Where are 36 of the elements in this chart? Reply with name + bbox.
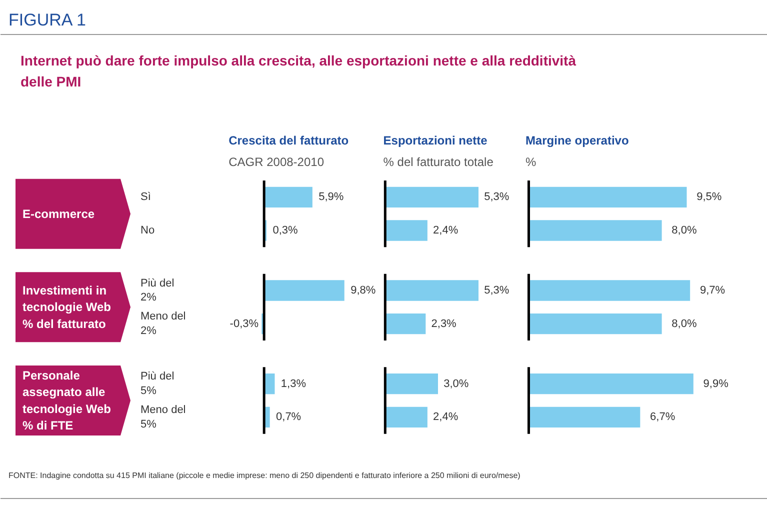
data-label: 5,3% xyxy=(484,191,510,204)
chart-subtitle: % xyxy=(525,155,536,170)
chart-title: Esportazioni nette xyxy=(383,134,488,148)
y-tick-label: Meno del 5% xyxy=(140,404,186,430)
data-label: 8,0% xyxy=(672,318,697,330)
y-tick-label: Meno del 2% xyxy=(140,310,186,338)
data-label: -0,3% xyxy=(230,318,259,330)
data-label: 2,3% xyxy=(431,318,457,330)
data-label: 0,7% xyxy=(276,411,302,424)
y-tick-label: Sì xyxy=(140,191,151,204)
data-label: 2,4% xyxy=(433,224,458,236)
data-label: 5,3% xyxy=(484,284,510,296)
source-note: FONTE: Indagine condotta su 415 PMI italiane (piccole e medie imprese: meno di 250 dipendenti e fatturato inferiore a 250 milioni di euro/mese) xyxy=(8,471,521,480)
chart-subtitle: CAGR 2008-2010 xyxy=(228,155,324,170)
data-label: 2,4% xyxy=(433,411,458,424)
chart-title: Crescita del fatturato xyxy=(228,134,349,148)
chart-title: Margine operativo xyxy=(525,134,629,148)
data-label: 9,7% xyxy=(700,284,726,296)
data-label: 9,5% xyxy=(696,191,722,204)
y-tick-label: Più del 5% xyxy=(140,370,174,398)
data-label: 1,3% xyxy=(280,378,306,390)
text: E-commerce xyxy=(22,206,95,221)
text: Personale assegnato alle tecnologie Web % di FTE xyxy=(22,368,111,433)
y-tick-label: Più del 2% xyxy=(140,277,174,304)
data-label: 6,7% xyxy=(650,411,676,424)
data-label: 0,3% xyxy=(272,224,298,236)
chart-subtitle: % del fatturato totale xyxy=(383,155,494,170)
data-label: 8,0% xyxy=(672,224,697,236)
data-label: 5,9% xyxy=(318,191,344,204)
text: Internet può dare forte impulso alla crescita, alle esportazioni nette e alla redditività delle PMI xyxy=(20,52,576,90)
data-label: 9,9% xyxy=(703,378,729,390)
data-label: 9,8% xyxy=(350,284,376,296)
text: Investimenti in tecnologie Web % del fatturato xyxy=(22,283,111,331)
text: FIGURA 1 xyxy=(8,10,86,30)
data-label: 3,0% xyxy=(444,378,469,390)
y-tick-label: No xyxy=(140,224,155,236)
